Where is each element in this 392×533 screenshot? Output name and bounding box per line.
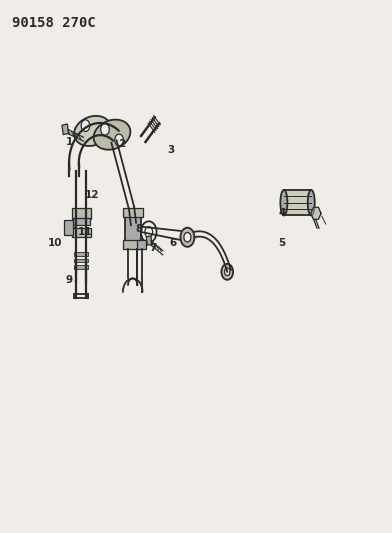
Bar — [73, 217, 90, 225]
Bar — [123, 208, 143, 217]
Text: 3: 3 — [167, 144, 174, 155]
Polygon shape — [311, 207, 321, 219]
Text: 11: 11 — [78, 227, 92, 237]
Circle shape — [184, 232, 191, 242]
Bar — [125, 215, 141, 244]
Text: 4: 4 — [278, 208, 286, 219]
Bar — [72, 228, 91, 237]
Ellipse shape — [94, 119, 131, 150]
Text: 7: 7 — [149, 243, 157, 253]
Bar — [74, 265, 88, 269]
Bar — [146, 236, 152, 245]
Ellipse shape — [74, 116, 111, 146]
Circle shape — [101, 124, 109, 135]
Text: 6: 6 — [169, 238, 176, 247]
Bar — [74, 259, 88, 262]
Bar — [74, 252, 88, 256]
Text: 2: 2 — [118, 139, 125, 149]
Circle shape — [115, 134, 123, 146]
Text: 10: 10 — [48, 238, 63, 247]
Circle shape — [145, 227, 152, 237]
Bar — [64, 220, 73, 235]
Bar — [123, 240, 143, 249]
Text: 12: 12 — [85, 190, 100, 200]
Circle shape — [141, 221, 156, 243]
Ellipse shape — [280, 190, 287, 215]
Circle shape — [95, 131, 104, 142]
Text: 8: 8 — [136, 224, 143, 235]
Bar — [284, 190, 311, 215]
Text: 1: 1 — [65, 136, 73, 147]
Ellipse shape — [308, 190, 315, 215]
Text: 5: 5 — [278, 238, 285, 247]
Bar — [137, 240, 145, 249]
Circle shape — [221, 264, 233, 280]
Text: 90158 270C: 90158 270C — [13, 15, 96, 29]
Circle shape — [225, 268, 230, 276]
Circle shape — [81, 120, 90, 132]
Bar — [72, 208, 91, 219]
Text: 9: 9 — [65, 275, 73, 285]
Circle shape — [180, 228, 194, 247]
Bar — [62, 124, 69, 135]
